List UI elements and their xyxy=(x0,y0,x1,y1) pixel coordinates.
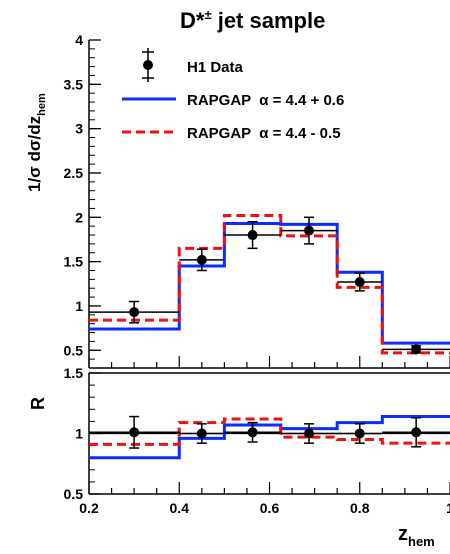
bottom-x-tick-label: 1 xyxy=(446,500,450,516)
legend-blue-name: RAPGAP xyxy=(187,92,251,109)
bottom-data-point xyxy=(354,428,365,439)
top-data-point xyxy=(196,254,207,265)
legend-red-alpha: α = 4.4 - 0.5 xyxy=(259,125,340,142)
bottom-panel: 0.5 1 1.5 0.2 0.4 0.6 0.8 1 xyxy=(64,365,450,516)
bottom-x-tick-label: 0.2 xyxy=(79,500,99,516)
top-series-solid-line xyxy=(89,222,450,345)
top-y-tick-label: 1.5 xyxy=(64,254,84,270)
top-y-axis-label-text: 1/σ dσ/dz xyxy=(25,116,44,192)
top-y-axis-label: 1/σ dσ/dzhem xyxy=(25,93,48,192)
bottom-data-point xyxy=(196,428,207,439)
top-data-point xyxy=(354,277,365,288)
bottom-y-tick-label: 1 xyxy=(75,426,83,442)
top-data-point xyxy=(303,225,314,236)
bottom-x-tick-label: 0.4 xyxy=(170,500,190,516)
bottom-data-point xyxy=(411,427,422,438)
chart-title: D*± jet sample xyxy=(180,7,325,33)
bottom-series-solid-line xyxy=(89,415,450,460)
legend-red-name: RAPGAP xyxy=(187,125,251,142)
x-axis-label-text: z xyxy=(398,523,408,545)
legend-data-label: H1 Data xyxy=(187,59,244,76)
top-y-tick-label: 3.5 xyxy=(64,76,84,92)
bottom-data-point xyxy=(303,428,314,439)
bottom-x-tick-label: 0.8 xyxy=(350,500,370,516)
legend: H1 Data RAPGAP α = 4.4 + 0.6 RAPGAP α = 4.… xyxy=(122,48,344,142)
top-data-point xyxy=(411,344,422,355)
bottom-series-dashed-line xyxy=(89,417,450,446)
legend-data-marker xyxy=(142,48,154,82)
top-y-tick-label: 4 xyxy=(75,32,83,48)
chart-title-rest: jet sample xyxy=(212,8,326,33)
chart-title-sup: ± xyxy=(204,7,211,22)
bottom-y-axis-label: R xyxy=(28,397,48,410)
top-y-tick-label: 2 xyxy=(75,209,83,225)
x-axis-label-sub: hem xyxy=(408,534,435,549)
bottom-y-tick-label: 0.5 xyxy=(64,486,84,502)
top-data-point xyxy=(129,307,140,318)
top-y-tick-label: 0.5 xyxy=(64,342,84,358)
x-axis-label: zhem xyxy=(398,523,435,549)
bottom-data-point xyxy=(247,427,258,438)
top-series-dashed-line xyxy=(89,214,450,355)
bottom-x-tick-label: 0.6 xyxy=(260,500,280,516)
bottom-y-tick-label: 1.5 xyxy=(64,365,84,381)
legend-blue-label: RAPGAP α = 4.4 + 0.6 xyxy=(187,92,344,109)
top-y-axis-label-sub: hem xyxy=(36,93,48,116)
top-y-tick-label: 3 xyxy=(75,121,83,137)
top-panel: 0.5 1 1.5 2 2.5 3 3.5 4 xyxy=(64,32,450,369)
chart-title-main: D* xyxy=(180,8,205,33)
top-y-tick-label: 1 xyxy=(75,298,83,314)
legend-blue-alpha: α = 4.4 + 0.6 xyxy=(259,92,344,109)
legend-red-label: RAPGAP α = 4.4 - 0.5 xyxy=(187,125,341,142)
bottom-data-point xyxy=(129,427,140,438)
top-y-tick-label: 2.5 xyxy=(64,165,84,181)
top-data-point xyxy=(247,230,258,241)
